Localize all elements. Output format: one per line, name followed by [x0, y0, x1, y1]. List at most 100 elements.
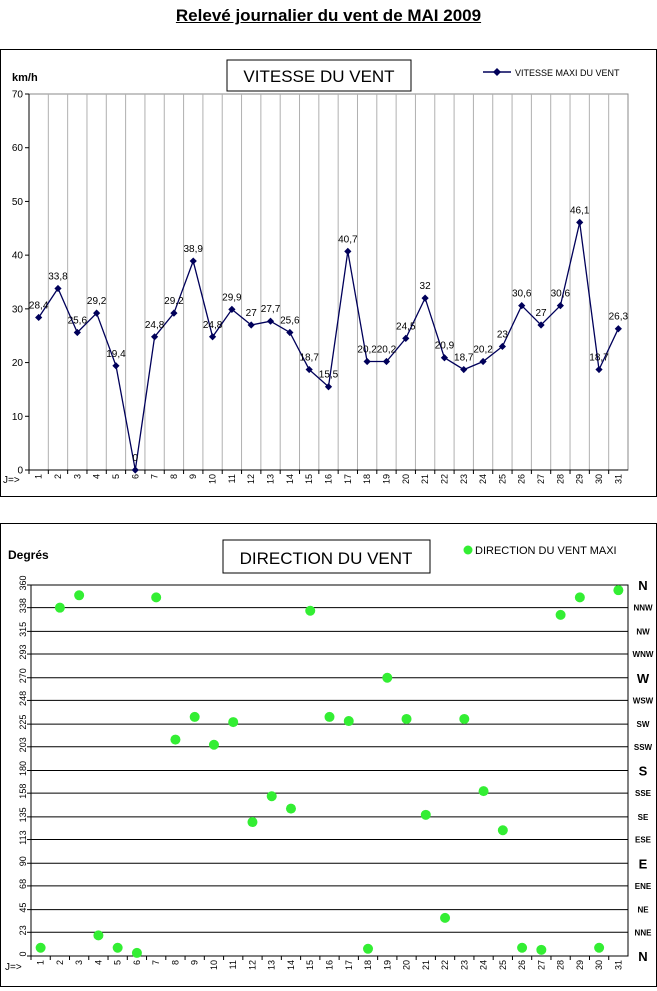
x-tick-label: 6 [132, 960, 142, 965]
data-point [131, 947, 142, 958]
data-point [73, 328, 81, 337]
y-tick-label: 315 [18, 622, 28, 637]
y-tick-label: 180 [18, 761, 28, 776]
x-tick-label: 22 [440, 960, 450, 970]
data-point [170, 309, 178, 317]
data-point [208, 739, 219, 750]
compass-label: WSW [633, 696, 654, 705]
data-label: 20,2 [473, 344, 493, 355]
chart-title: DIRECTION DU VENT [240, 549, 413, 568]
data-label: 38,9 [184, 244, 204, 255]
x-tick-label: 15 [304, 474, 314, 484]
legend-label: VITESSE MAXI DU VENT [515, 68, 620, 78]
x-tick-label: 7 [150, 474, 160, 479]
x-tick-label: 24 [478, 474, 488, 484]
data-point [594, 942, 605, 953]
legend-marker [463, 545, 473, 555]
x-tick-label: 29 [575, 960, 585, 970]
data-label: 29,2 [164, 296, 184, 307]
compass-label: NNW [633, 604, 653, 613]
data-label: 25,6 [280, 315, 300, 326]
data-point [460, 365, 468, 374]
data-label: 20,9 [435, 341, 455, 352]
data-point [518, 302, 526, 310]
x-tick-label: 9 [190, 960, 200, 965]
data-label: 19,4 [106, 349, 126, 360]
data-label: 27 [535, 308, 547, 319]
page-title: Relevé journalier du vent de MAI 2009 [175, 6, 482, 25]
x-tick-label: 7 [151, 960, 161, 965]
data-point [324, 711, 335, 722]
y-tick-label: 68 [18, 879, 28, 889]
x-tick-label: 4 [92, 474, 102, 479]
y-axis-label: km/h [12, 72, 38, 84]
x-tick-label: 17 [343, 474, 353, 484]
data-label: 30,6 [551, 289, 571, 300]
x-tick-label: 15 [305, 960, 315, 970]
y-tick-label: 360 [18, 575, 28, 590]
data-label: 23 [497, 329, 509, 340]
compass-label: ESE [635, 836, 652, 845]
data-label: 33,8 [48, 271, 68, 282]
data-point [576, 218, 584, 226]
data-point [112, 942, 123, 953]
x-tick-label: 18 [362, 474, 372, 484]
x-tick-label: 26 [517, 960, 527, 970]
x-tick-label: 27 [536, 960, 546, 970]
data-point [35, 942, 46, 953]
x-tick-label: 26 [517, 474, 527, 484]
x-tick-label: 25 [498, 960, 508, 970]
data-point [613, 585, 624, 596]
data-point [420, 809, 431, 820]
data-label: 30,6 [512, 289, 532, 300]
data-point [478, 786, 489, 797]
data-point [401, 713, 412, 724]
data-point [74, 590, 85, 601]
y-tick-label: 90 [18, 856, 28, 866]
data-label: 25,6 [68, 315, 88, 326]
data-point [344, 247, 352, 255]
chart-title: VITESSE DU VENT [243, 67, 394, 86]
data-point [440, 912, 451, 923]
y-tick-label: 40 [12, 251, 24, 262]
chart-title-box: DIRECTION DU VENT [222, 539, 431, 574]
data-label: 27,7 [261, 304, 281, 315]
data-point [170, 734, 181, 745]
compass-label: NW [636, 627, 650, 636]
x-tick-label: 14 [286, 960, 296, 970]
x-tick-label: 10 [208, 474, 218, 484]
data-point [555, 609, 566, 620]
y-tick-label: 50 [12, 197, 24, 208]
x-tick-label: 31 [613, 960, 623, 970]
data-point [266, 317, 275, 325]
data-point [93, 930, 104, 941]
y-tick-label: 203 [18, 737, 28, 752]
data-label: 24,8 [145, 320, 165, 331]
data-label: 27 [246, 308, 258, 319]
y-tick-label: 45 [18, 903, 28, 913]
data-point [286, 328, 294, 337]
y-tick-label: 135 [18, 807, 28, 822]
x-tick-label: 17 [344, 960, 354, 970]
x-tick-label: 3 [72, 474, 82, 479]
x-tick-label: 19 [382, 960, 392, 970]
x-tick-label: 29 [575, 474, 585, 484]
compass-label: SW [637, 720, 650, 729]
x-tick-label: 11 [227, 474, 237, 483]
data-point [517, 942, 528, 953]
compass-label: NNE [635, 928, 653, 937]
data-point [150, 333, 159, 341]
data-point [324, 383, 333, 391]
data-label: 29,2 [87, 296, 107, 307]
x-tick-label: 18 [363, 960, 373, 970]
x-tick-label: 9 [188, 474, 198, 479]
data-point [35, 313, 43, 322]
y-tick-label: 23 [18, 925, 28, 935]
data-point [112, 362, 120, 370]
x-tick-label: 20 [401, 474, 411, 484]
y-tick-label: 60 [12, 143, 24, 154]
y-tick-label: 20 [12, 358, 24, 369]
data-point [402, 334, 410, 342]
x-tick-label: 16 [325, 960, 335, 970]
